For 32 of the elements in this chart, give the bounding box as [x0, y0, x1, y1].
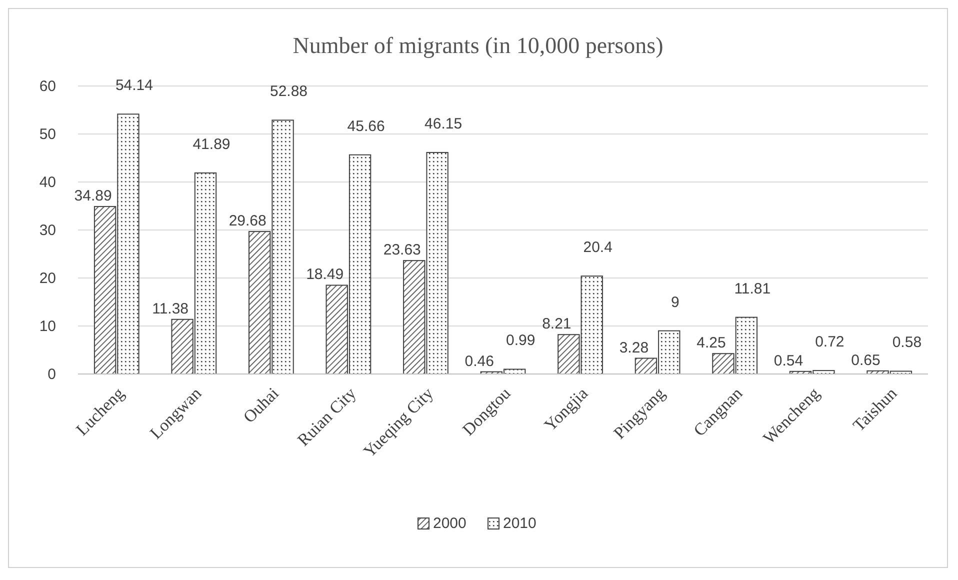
data-label: 0.58: [892, 334, 922, 352]
data-label: 29.68: [228, 212, 266, 230]
data-label: 0.54: [774, 352, 804, 370]
y-tick-label: 0: [48, 366, 56, 383]
data-label: 0.72: [815, 334, 844, 351]
data-label: 41.89: [192, 136, 230, 153]
data-label: 45.66: [347, 118, 385, 135]
data-label: 54.14: [115, 77, 153, 94]
data-label: 20.4: [583, 239, 612, 256]
data-label: 3.28: [619, 339, 649, 356]
y-tick-label: 30: [39, 222, 56, 239]
data-label: 46.15: [424, 115, 462, 132]
y-tick-label: 60: [39, 78, 56, 95]
data-label: 9: [670, 294, 680, 311]
data-label: 52.88: [270, 83, 308, 100]
data-label: 23.63: [383, 242, 421, 259]
data-label: 0.99: [506, 332, 536, 350]
data-label: 4.25: [696, 334, 726, 352]
data-label: 0.65: [851, 352, 880, 369]
y-tick-label: 10: [39, 318, 56, 335]
y-tick-label: 50: [39, 126, 56, 143]
legend-label: 2000: [433, 515, 466, 532]
y-tick-label: 20: [39, 270, 56, 287]
data-label: 8.21: [542, 316, 572, 333]
chart-title: Number of migrants (in 10,000 persons): [292, 33, 664, 58]
data-label: 11.81: [734, 280, 771, 298]
data-label: 18.49: [306, 266, 344, 284]
legend-label: 2010: [503, 515, 536, 532]
data-label: 34.89: [74, 188, 112, 205]
data-label: 11.38: [152, 300, 189, 318]
data-label: 0.46: [464, 352, 494, 370]
y-tick-label: 40: [39, 174, 56, 191]
